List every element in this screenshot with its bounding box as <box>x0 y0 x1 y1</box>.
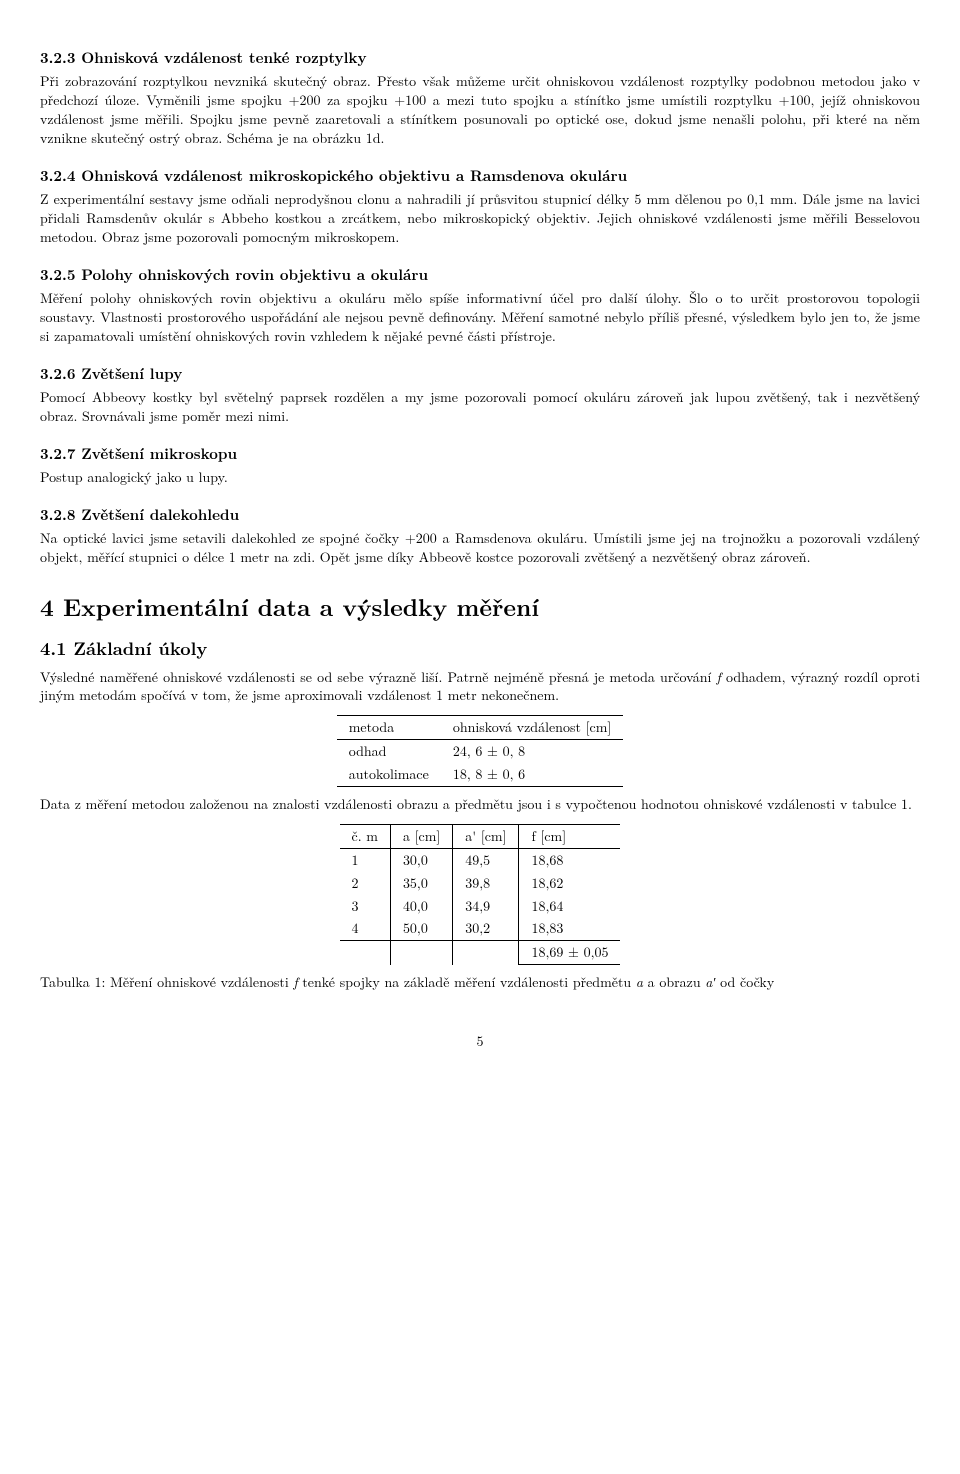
heading-324: 3.2.4 Ohnisková vzdálenost mikroskopické… <box>40 166 920 186</box>
para-326: Pomocí Abbeovy kostky byl světelný paprs… <box>40 388 920 426</box>
td: 18, 8 ± 0, 6 <box>441 763 623 786</box>
heading-327: 3.2.7 Zvětšení mikroskopu <box>40 444 920 464</box>
heading-4: 4 Experimentální data a výsledky měření <box>40 591 920 623</box>
text: od čočky <box>716 972 775 992</box>
td: 18,68 <box>519 848 621 871</box>
td: 2 <box>340 872 391 895</box>
heading-328: 3.2.8 Zvětšení dalekohledu <box>40 505 920 525</box>
td: 30,0 <box>390 848 452 871</box>
para-327: Postup analogický jako u lupy. <box>40 468 920 487</box>
td: 40,0 <box>390 895 452 918</box>
td: 50,0 <box>390 917 452 940</box>
para-323: Při zobrazování rozptylkou nevzniká skut… <box>40 72 920 148</box>
text: tenké spojky na základě měření vzdálenos… <box>298 972 636 992</box>
td: odhad <box>337 740 441 763</box>
table-row-result: 18,69 ± 0,05 <box>340 941 621 965</box>
para-41-2: Data z měření metodou založenou na znalo… <box>40 795 920 814</box>
para-41-1: Výsledné naměřené ohniskové vzdálenosti … <box>40 668 920 706</box>
para-325: Měření polohy ohniskových rovin objektiv… <box>40 289 920 346</box>
td: 49,5 <box>453 848 519 871</box>
heading-323: 3.2.3 Ohnisková vzdálenost tenké rozptyl… <box>40 48 920 68</box>
td: 1 <box>340 848 391 871</box>
para-328: Na optické lavici jsme setavili dalekohl… <box>40 529 920 567</box>
table-caption: Tabulka 1: Měření ohniskové vzdálenosti … <box>40 973 920 992</box>
table-row: 4 50,0 30,2 18,83 <box>340 917 621 940</box>
td: 30,2 <box>453 917 519 940</box>
text: a obrazu <box>643 972 705 992</box>
td: autokolimace <box>337 763 441 786</box>
heading-325: 3.2.5 Polohy ohniskových rovin objektivu… <box>40 265 920 285</box>
td: 18,62 <box>519 872 621 895</box>
page-number: 5 <box>40 1032 920 1051</box>
th-cm: č. m <box>340 824 391 848</box>
heading-326: 3.2.6 Zvětšení lupy <box>40 364 920 384</box>
td: 24, 6 ± 0, 8 <box>441 740 623 763</box>
td: 39,8 <box>453 872 519 895</box>
th-focal: ohnisková vzdálenost [cm] <box>441 716 623 740</box>
table-methods: metoda ohnisková vzdálenost [cm] odhad 2… <box>337 715 624 787</box>
th-a: a [cm] <box>390 824 452 848</box>
para-324: Z experimentální sestavy jsme odňali nep… <box>40 190 920 247</box>
td: 34,9 <box>453 895 519 918</box>
th-f: f [cm] <box>519 824 621 848</box>
th-method: metoda <box>337 716 441 740</box>
td-result: 18,69 ± 0,05 <box>519 941 621 965</box>
th-ap: a' [cm] <box>453 824 519 848</box>
text: Výsledné naměřené ohniskové vzdálenosti … <box>40 667 717 687</box>
var-a: a <box>636 972 643 992</box>
td: 3 <box>340 895 391 918</box>
table-measurements: č. m a [cm] a' [cm] f [cm] 1 30,0 49,5 1… <box>340 824 621 965</box>
text: Tabulka 1: Měření ohniskové vzdálenosti <box>40 972 293 992</box>
heading-41: 4.1 Základní úkoly <box>40 637 920 661</box>
table-row: 3 40,0 34,9 18,64 <box>340 895 621 918</box>
table-row: 2 35,0 39,8 18,62 <box>340 872 621 895</box>
table-row: 1 30,0 49,5 18,68 <box>340 848 621 871</box>
td: 35,0 <box>390 872 452 895</box>
td: 18,83 <box>519 917 621 940</box>
td: 4 <box>340 917 391 940</box>
var-aprime: a′ <box>705 972 715 992</box>
td: 18,64 <box>519 895 621 918</box>
